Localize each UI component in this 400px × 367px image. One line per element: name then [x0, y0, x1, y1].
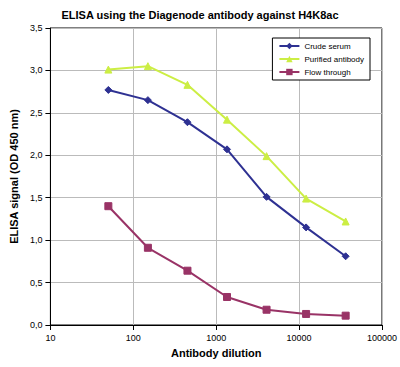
svg-text:Purified antibody: Purified antibody	[304, 55, 364, 64]
svg-text:10000: 10000	[287, 333, 312, 343]
svg-text:100000: 100000	[367, 333, 397, 343]
svg-text:Flow through: Flow through	[304, 68, 350, 77]
svg-text:1,0: 1,0	[30, 235, 43, 245]
svg-text:2,5: 2,5	[30, 108, 43, 118]
svg-text:10: 10	[45, 333, 55, 343]
svg-text:Antibody dilution: Antibody dilution	[171, 347, 262, 359]
svg-text:Crude serum: Crude serum	[304, 42, 351, 51]
svg-text:0,0: 0,0	[30, 320, 43, 330]
svg-text:3,5: 3,5	[30, 23, 43, 33]
svg-text:1000: 1000	[206, 333, 226, 343]
svg-text:1,5: 1,5	[30, 193, 43, 203]
svg-text:3,0: 3,0	[30, 65, 43, 75]
svg-text:0,5: 0,5	[30, 278, 43, 288]
svg-text:100: 100	[126, 333, 141, 343]
svg-text:ELISA signal (OD 450 nm): ELISA signal (OD 450 nm)	[8, 109, 20, 244]
svg-text:2,0: 2,0	[30, 150, 43, 160]
svg-text:ELISA using the Diagenode anti: ELISA using the Diagenode antibody again…	[61, 9, 338, 21]
